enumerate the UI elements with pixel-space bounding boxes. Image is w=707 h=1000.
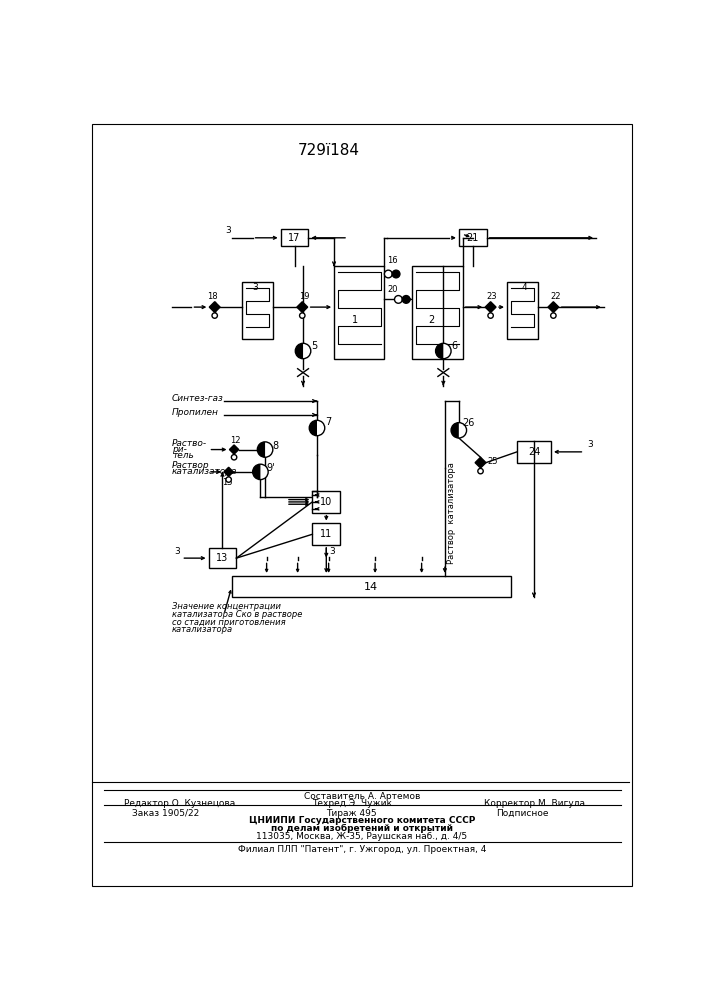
Circle shape bbox=[488, 313, 493, 318]
Text: Раствор: Раствор bbox=[172, 461, 210, 470]
Polygon shape bbox=[451, 423, 459, 438]
Text: 3: 3 bbox=[175, 547, 180, 556]
Circle shape bbox=[226, 477, 231, 482]
Text: 17: 17 bbox=[288, 233, 300, 243]
Circle shape bbox=[296, 343, 311, 359]
Text: 729ї184: 729ї184 bbox=[298, 143, 360, 158]
Text: Редактор О. Кузнецова: Редактор О. Кузнецова bbox=[124, 799, 235, 808]
Circle shape bbox=[478, 468, 484, 474]
Text: со стадии приготовления: со стадии приготовления bbox=[172, 618, 286, 627]
Text: Подписное: Подписное bbox=[496, 808, 549, 818]
Text: 26: 26 bbox=[462, 418, 475, 428]
Text: 6: 6 bbox=[451, 341, 457, 351]
Circle shape bbox=[385, 270, 392, 278]
Text: 15: 15 bbox=[222, 478, 233, 487]
Text: Синтез-газ: Синтез-газ bbox=[172, 394, 224, 403]
Text: 3: 3 bbox=[225, 226, 230, 235]
Text: по делам изобретений и открытий: по делам изобретений и открытий bbox=[271, 824, 453, 833]
Text: Филиал ПЛП "Патент", г. Ужгород, ул. Проектная, 4: Филиал ПЛП "Патент", г. Ужгород, ул. Про… bbox=[238, 845, 486, 854]
Text: 25: 25 bbox=[488, 457, 498, 466]
Circle shape bbox=[309, 420, 325, 436]
Text: Значение концентрации: Значение концентрации bbox=[172, 602, 281, 611]
Polygon shape bbox=[436, 343, 443, 359]
Text: 5: 5 bbox=[311, 341, 317, 351]
Text: ри-: ри- bbox=[172, 445, 187, 454]
Text: 7: 7 bbox=[325, 417, 331, 427]
Text: 16: 16 bbox=[387, 256, 397, 265]
Polygon shape bbox=[548, 302, 559, 312]
Circle shape bbox=[395, 296, 402, 303]
Text: 20: 20 bbox=[387, 285, 398, 294]
Text: 18: 18 bbox=[207, 292, 218, 301]
Polygon shape bbox=[257, 442, 265, 457]
Circle shape bbox=[392, 270, 400, 278]
Circle shape bbox=[451, 423, 467, 438]
Bar bbox=[412, 266, 462, 359]
Text: 22: 22 bbox=[551, 292, 561, 301]
Circle shape bbox=[257, 442, 273, 457]
Text: Раство-: Раство- bbox=[172, 439, 207, 448]
Text: 3: 3 bbox=[588, 440, 593, 449]
Polygon shape bbox=[485, 302, 496, 312]
Text: Корректор М. Вигула: Корректор М. Вигула bbox=[484, 799, 585, 808]
Text: тель: тель bbox=[172, 451, 194, 460]
Text: Тираж 495: Тираж 495 bbox=[327, 808, 378, 818]
Bar bbox=[507, 282, 538, 339]
Text: 3: 3 bbox=[329, 547, 335, 556]
Text: 8: 8 bbox=[272, 441, 279, 451]
Text: 4: 4 bbox=[522, 283, 527, 292]
Text: 2: 2 bbox=[428, 315, 434, 325]
Polygon shape bbox=[309, 420, 317, 436]
Text: ЦНИИПИ Государственного комитета СССР: ЦНИИПИ Государственного комитета СССР bbox=[249, 816, 475, 825]
Polygon shape bbox=[297, 302, 308, 312]
Bar bbox=[334, 266, 385, 359]
Text: Заказ 1905/22: Заказ 1905/22 bbox=[132, 808, 199, 818]
Circle shape bbox=[252, 464, 268, 480]
Polygon shape bbox=[230, 445, 239, 454]
Text: 13: 13 bbox=[216, 553, 228, 563]
Polygon shape bbox=[252, 464, 260, 480]
Text: 3: 3 bbox=[252, 283, 258, 292]
Text: катализатора: катализатора bbox=[172, 467, 238, 476]
Circle shape bbox=[231, 455, 237, 460]
Text: 1: 1 bbox=[352, 315, 358, 325]
Bar bbox=[517, 441, 551, 463]
Bar bbox=[312, 491, 340, 513]
Bar bbox=[209, 548, 236, 568]
Text: 19: 19 bbox=[299, 292, 310, 301]
Text: 10: 10 bbox=[320, 497, 332, 507]
Text: Составитель А. Артемов: Составитель А. Артемов bbox=[304, 792, 420, 801]
Text: 11: 11 bbox=[320, 529, 332, 539]
Circle shape bbox=[551, 313, 556, 318]
Text: Раствор  катализатора: Раствор катализатора bbox=[447, 462, 455, 564]
Polygon shape bbox=[296, 343, 303, 359]
Bar bbox=[242, 282, 273, 339]
Bar bbox=[232, 576, 510, 597]
Text: катализатора: катализатора bbox=[172, 625, 233, 634]
Text: Пропилен: Пропилен bbox=[172, 408, 219, 417]
Text: катализатора Ско в растворе: катализатора Ско в растворе bbox=[172, 610, 303, 619]
Bar bbox=[459, 229, 486, 246]
Text: 113035, Москва, Ж-35, Раушская наб., д. 4/5: 113035, Москва, Ж-35, Раушская наб., д. … bbox=[257, 832, 467, 841]
Text: 21: 21 bbox=[467, 233, 479, 243]
Circle shape bbox=[436, 343, 451, 359]
Text: 9': 9' bbox=[267, 463, 275, 473]
Circle shape bbox=[402, 296, 410, 303]
Text: 12: 12 bbox=[230, 436, 241, 445]
Polygon shape bbox=[224, 467, 233, 477]
Bar bbox=[312, 523, 340, 545]
Circle shape bbox=[300, 313, 305, 318]
Text: Техред Э. Чужик: Техред Э. Чужик bbox=[312, 799, 392, 808]
Polygon shape bbox=[475, 457, 486, 468]
Text: 23: 23 bbox=[487, 292, 498, 301]
Polygon shape bbox=[209, 302, 220, 312]
Text: 24: 24 bbox=[528, 447, 540, 457]
Circle shape bbox=[212, 313, 218, 318]
Text: 14: 14 bbox=[364, 582, 378, 592]
Bar bbox=[281, 229, 308, 246]
